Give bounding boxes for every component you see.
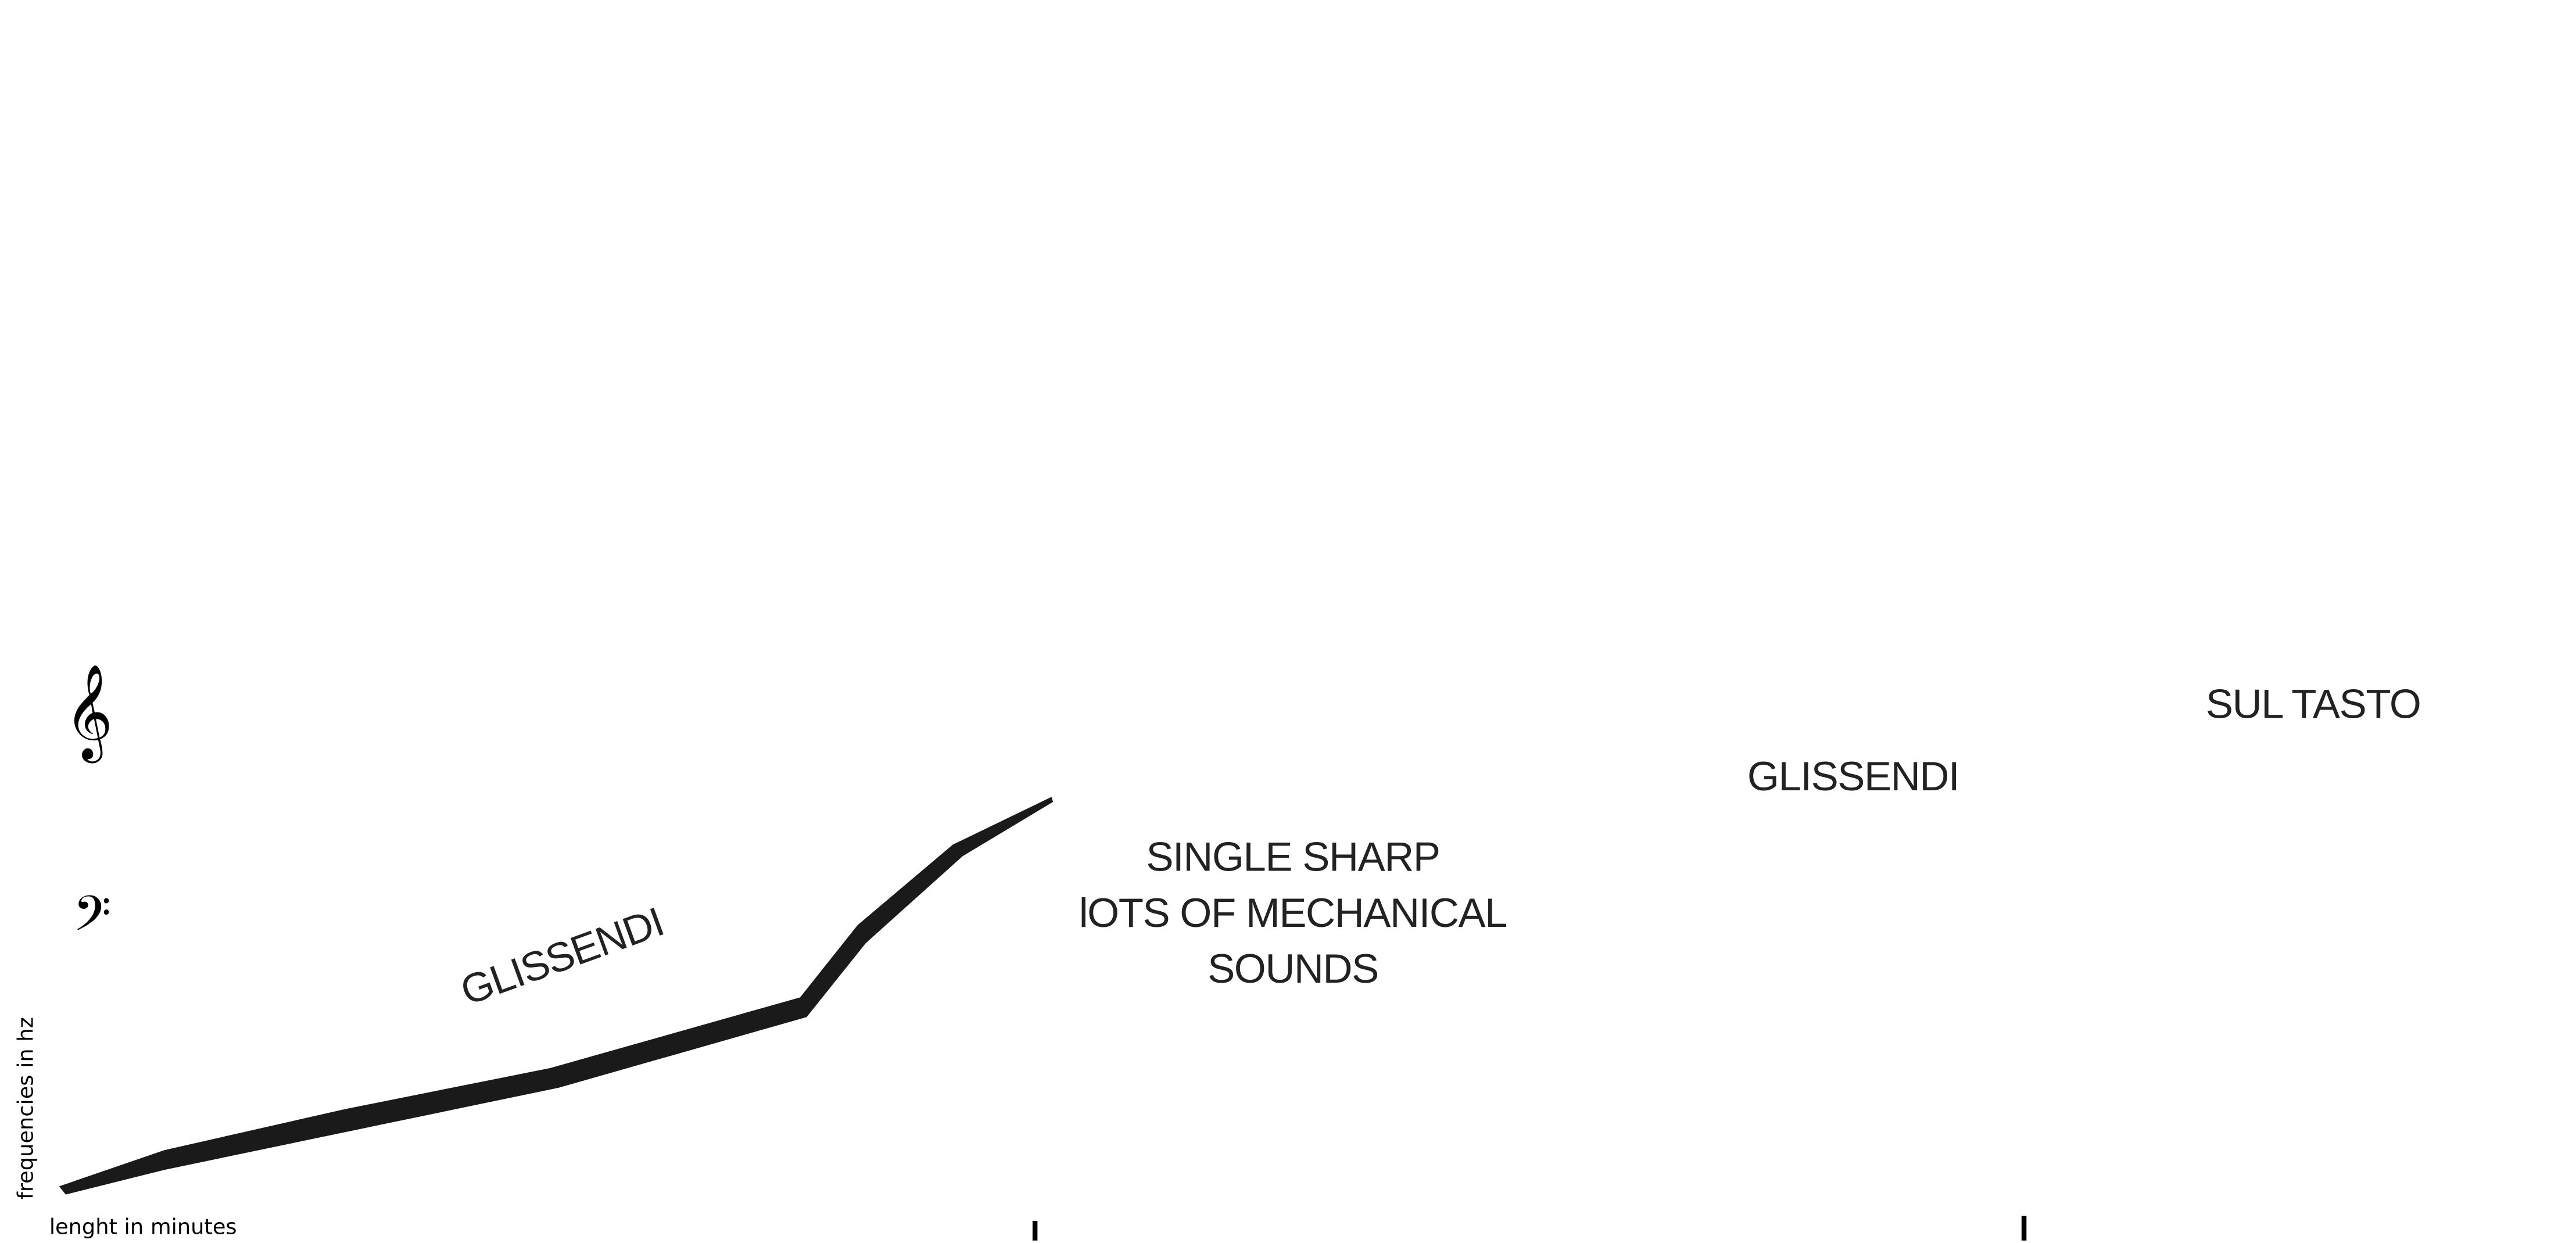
treble-clef: 𝄞 bbox=[65, 664, 113, 763]
glissando-ramp bbox=[59, 797, 1054, 1195]
annotation: GLISSENDI bbox=[454, 898, 669, 1014]
x-axis-title: lenght in minutes bbox=[49, 1214, 237, 1239]
bass-clef: 𝄢 bbox=[73, 886, 111, 954]
annotation: SINGLE SHARP bbox=[1146, 834, 1439, 880]
annotation: lOTS OF MECHANICAL bbox=[1079, 890, 1507, 936]
annotation: GLISSENDI bbox=[1747, 753, 1959, 799]
annotation: SOUNDS bbox=[1208, 945, 1378, 991]
y-axis-title: frequencies in hz bbox=[13, 1017, 38, 1199]
annotation: SUL TASTO bbox=[2206, 681, 2420, 727]
